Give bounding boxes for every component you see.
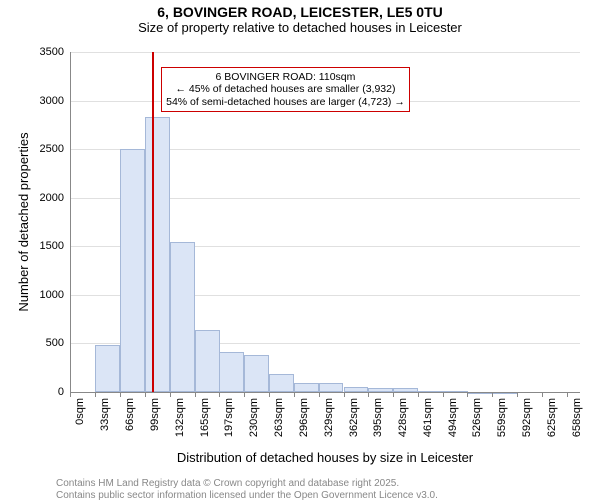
xtick-label: 658sqm: [571, 398, 583, 437]
annotation-line-1: 6 BOVINGER ROAD: 110sqm: [166, 71, 405, 84]
xtick-label: 197sqm: [223, 398, 235, 437]
ytick-label: 3000: [24, 95, 64, 107]
ytick-label: 1000: [24, 289, 64, 301]
plot-area: 6 BOVINGER ROAD: 110sqm← 45% of detached…: [70, 52, 580, 392]
y-axis-label: Number of detached properties: [16, 132, 31, 311]
xtick-label: 395sqm: [372, 398, 384, 437]
x-axis-label: Distribution of detached houses by size …: [70, 450, 580, 465]
xtick-mark: [492, 392, 493, 397]
xtick-mark: [269, 392, 270, 397]
ytick-label: 500: [24, 337, 64, 349]
xtick-mark: [70, 392, 71, 397]
xtick-mark: [393, 392, 394, 397]
y-axis-line: [70, 52, 71, 392]
footer-text: Contains HM Land Registry data © Crown c…: [56, 478, 438, 500]
chart-subtitle: Size of property relative to detached ho…: [0, 20, 600, 35]
xtick-mark: [467, 392, 468, 397]
ytick-label: 2000: [24, 192, 64, 204]
xtick-mark: [319, 392, 320, 397]
x-axis-line: [70, 392, 580, 393]
xtick-label: 66sqm: [124, 398, 136, 431]
xtick-mark: [195, 392, 196, 397]
plot-wrap: 6 BOVINGER ROAD: 110sqm← 45% of detached…: [70, 52, 580, 392]
histogram-bar: [145, 117, 170, 392]
xtick-label: 592sqm: [521, 398, 533, 437]
histogram-bar: [195, 330, 220, 392]
ytick-label: 1500: [24, 240, 64, 252]
ytick-label: 2500: [24, 143, 64, 155]
histogram-bar: [319, 383, 344, 392]
xtick-label: 526sqm: [471, 398, 483, 437]
histogram-bar: [269, 374, 294, 392]
xtick-mark: [368, 392, 369, 397]
gridline: [70, 52, 580, 53]
xtick-label: 165sqm: [199, 398, 211, 437]
xtick-mark: [443, 392, 444, 397]
histogram-bar: [294, 383, 319, 392]
xtick-label: 0sqm: [74, 398, 86, 425]
xtick-mark: [244, 392, 245, 397]
ytick-label: 0: [24, 386, 64, 398]
annotation-box: 6 BOVINGER ROAD: 110sqm← 45% of detached…: [161, 67, 410, 113]
xtick-mark: [145, 392, 146, 397]
xtick-mark: [418, 392, 419, 397]
xtick-mark: [542, 392, 543, 397]
xtick-mark: [344, 392, 345, 397]
ytick-label: 3500: [24, 46, 64, 58]
xtick-mark: [170, 392, 171, 397]
xtick-mark: [120, 392, 121, 397]
histogram-bar: [244, 355, 269, 392]
xtick-label: 296sqm: [298, 398, 310, 437]
reference-line: [152, 52, 154, 392]
annotation-line-3: 54% of semi-detached houses are larger (…: [166, 96, 405, 109]
histogram-bar: [95, 345, 120, 392]
xtick-label: 494sqm: [447, 398, 459, 437]
histogram-bar: [219, 352, 244, 392]
xtick-mark: [219, 392, 220, 397]
xtick-label: 263sqm: [273, 398, 285, 437]
xtick-mark: [567, 392, 568, 397]
xtick-mark: [294, 392, 295, 397]
xtick-label: 625sqm: [546, 398, 558, 437]
xtick-mark: [95, 392, 96, 397]
chart-title: 6, BOVINGER ROAD, LEICESTER, LE5 0TU: [0, 4, 600, 20]
xtick-label: 33sqm: [99, 398, 111, 431]
histogram-bar: [170, 242, 195, 392]
xtick-label: 559sqm: [496, 398, 508, 437]
footer-line-2: Contains public sector information licen…: [56, 490, 438, 500]
xtick-label: 132sqm: [174, 398, 186, 437]
footer-line-1: Contains HM Land Registry data © Crown c…: [56, 478, 438, 490]
xtick-label: 461sqm: [422, 398, 434, 437]
xtick-label: 329sqm: [323, 398, 335, 437]
chart-container: { "title": { "text": "6, BOVINGER ROAD, …: [0, 4, 600, 500]
xtick-label: 230sqm: [248, 398, 260, 437]
xtick-label: 99sqm: [149, 398, 161, 431]
xtick-mark: [517, 392, 518, 397]
histogram-bar: [120, 149, 145, 392]
xtick-label: 428sqm: [397, 398, 409, 437]
xtick-label: 362sqm: [348, 398, 360, 437]
annotation-line-2: ← 45% of detached houses are smaller (3,…: [166, 83, 405, 96]
